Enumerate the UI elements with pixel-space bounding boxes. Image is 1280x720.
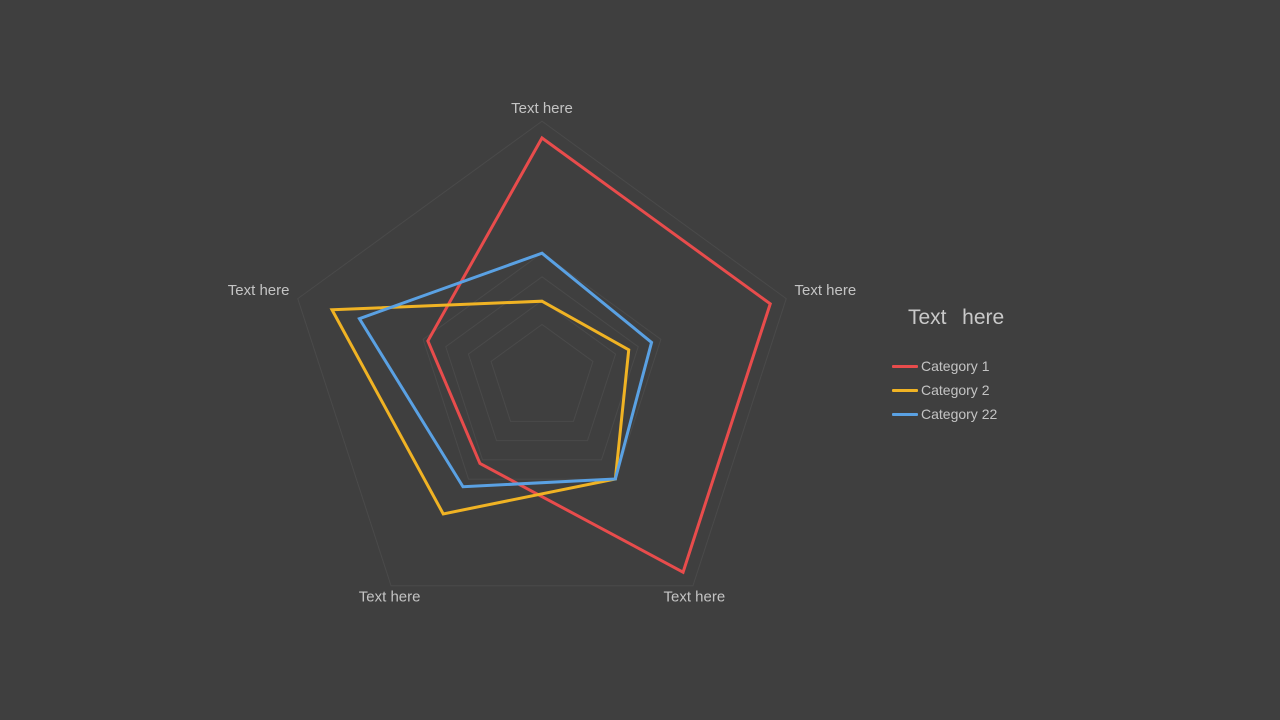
grid-ring-1 <box>490 323 594 422</box>
legend: Text here Category 1 Category 2 Category… <box>892 306 1092 426</box>
legend-label-category-22: Category 22 <box>921 406 998 422</box>
grid-ring-2 <box>467 300 617 442</box>
legend-swatch-category-22 <box>892 412 918 416</box>
grid-ring-4 <box>422 252 662 480</box>
axis-label-4: Text here <box>359 589 421 606</box>
series-line-category-22 <box>357 251 654 489</box>
grid-ring-5 <box>297 120 787 587</box>
series-line-category-1 <box>426 135 773 575</box>
axis-labels: Text here Text here Text here Text here Text… <box>228 100 856 606</box>
legend-title: Text here <box>908 306 1005 329</box>
legend-swatch-category-2 <box>892 388 918 392</box>
legend-item-category-2: Category 2 <box>892 378 1092 402</box>
grid-ring-3 <box>445 276 639 461</box>
axis-label-1: Text here <box>511 100 573 117</box>
legend-label-category-2: Category 2 <box>921 382 990 398</box>
series-line-category-2 <box>329 299 631 516</box>
radar-series-group <box>329 135 773 575</box>
axis-label-2: Text here <box>795 282 857 299</box>
legend-swatch-category-1 <box>892 364 918 368</box>
axis-label-5: Text here <box>228 282 290 299</box>
legend-item-category-22: Category 22 <box>892 402 1092 426</box>
axis-label-3: Text here <box>664 589 726 606</box>
legend-label-category-1: Category 1 <box>921 358 990 374</box>
legend-item-category-1: Category 1 <box>892 354 1092 378</box>
radar-grid <box>297 120 787 587</box>
